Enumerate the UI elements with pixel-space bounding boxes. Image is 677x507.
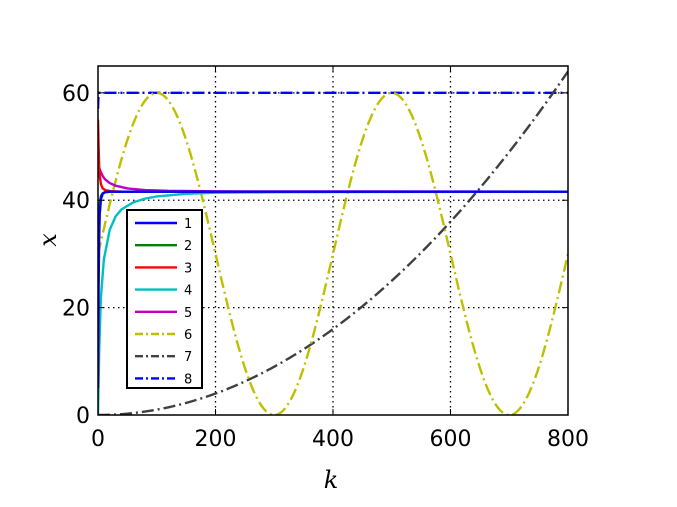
x-tick-label: 0: [91, 427, 105, 452]
legend-label-1: 1: [184, 217, 192, 232]
y-axis-label: x: [34, 233, 62, 247]
series-line-7: [98, 70, 568, 415]
legend-label-2: 2: [184, 239, 192, 254]
legend-box: [126, 209, 203, 389]
y-tick-label: 40: [62, 189, 90, 214]
x-axis-label: k: [324, 466, 339, 494]
legend-label-7: 7: [184, 350, 192, 365]
y-tick-label: 60: [62, 82, 90, 107]
ticks: 0 200 400 600 800 0 20 40 60: [62, 66, 589, 452]
legend-label-4: 4: [184, 284, 192, 299]
legend-label-5: 5: [184, 306, 192, 321]
legend: 1 2 3 4 5 6 7 8: [126, 209, 203, 389]
legend-label-6: 6: [184, 328, 192, 343]
series-line-1: [98, 190, 568, 389]
legend-label-8: 8: [184, 372, 192, 387]
legend-label-3: 3: [184, 261, 192, 276]
series-line-4: [98, 190, 568, 415]
x-tick-label: 400: [312, 427, 354, 452]
y-tick-label: 0: [76, 404, 90, 429]
x-tick-label: 800: [547, 427, 589, 452]
series-line-6: [98, 91, 568, 415]
x-tick-label: 200: [195, 427, 237, 452]
x-tick-label: 600: [430, 427, 472, 452]
y-tick-label: 20: [62, 297, 90, 322]
